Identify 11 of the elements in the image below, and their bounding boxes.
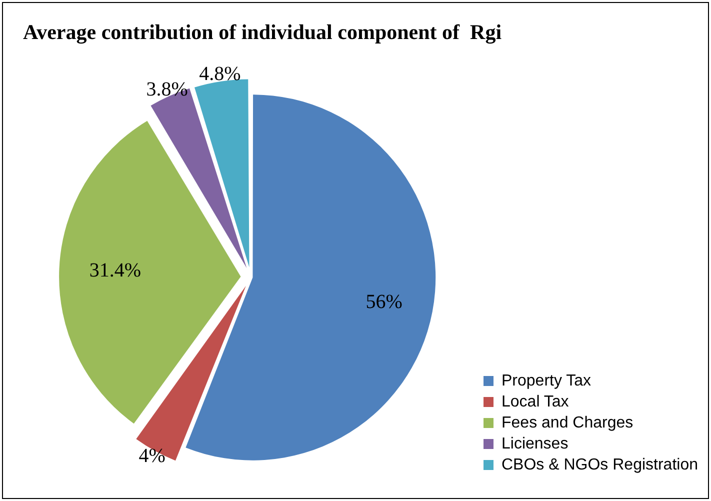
legend-label: CBOs & NGOs Registration <box>502 456 698 474</box>
data-label: 3.8% <box>146 78 188 100</box>
chart-title: Average contribution of individual component of Rgi <box>23 20 502 44</box>
legend-label: Fees and Charges <box>502 414 634 432</box>
data-label: 4.8% <box>199 62 241 85</box>
legend-label: Licienses <box>502 435 568 452</box>
data-label: 56% <box>366 290 402 313</box>
data-label: 4% <box>138 444 166 467</box>
data-label: 31.4% <box>89 259 142 282</box>
legend-label: Local Tax <box>502 393 569 410</box>
legend-label: Property Tax <box>502 372 592 390</box>
